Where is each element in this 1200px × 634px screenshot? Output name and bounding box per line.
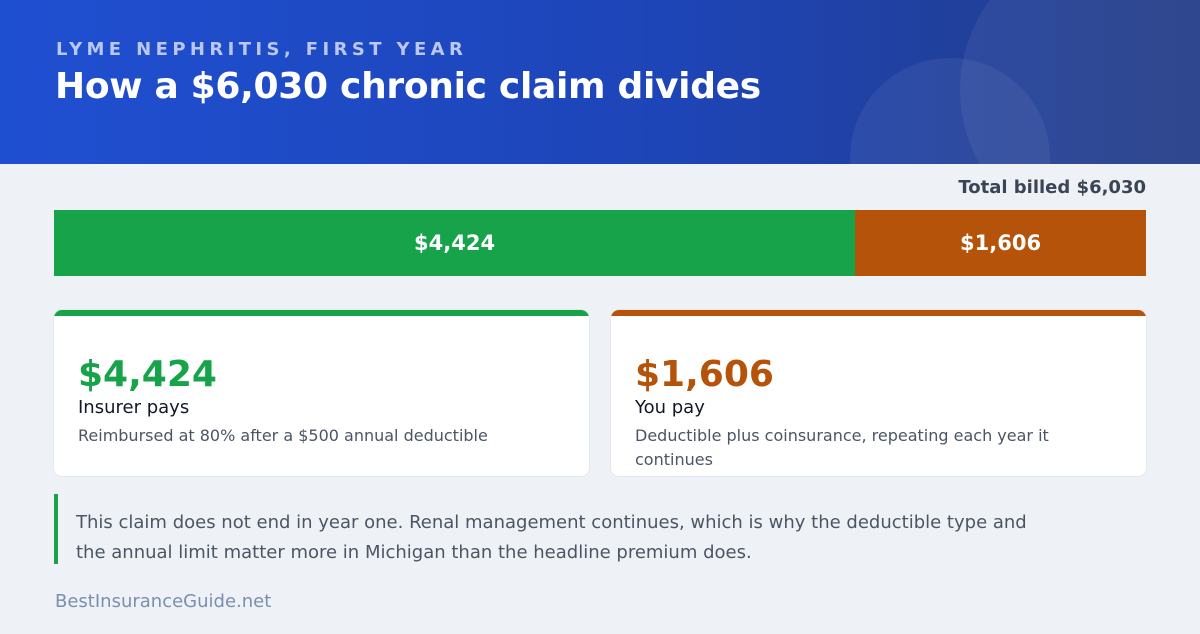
decorative-circle — [960, 0, 1200, 164]
callout-note: This claim does not end in year one. Ren… — [54, 494, 1044, 564]
card-accent-line — [54, 310, 589, 316]
you-pay-card: $1,606 You pay Deductible plus coinsuran… — [611, 310, 1146, 476]
header-banner: LYME NEPHRITIS, FIRST YEAR How a $6,030 … — [0, 0, 1200, 164]
eyebrow-text: LYME NEPHRITIS, FIRST YEAR — [56, 39, 468, 60]
insurer-label: Insurer pays — [78, 397, 190, 418]
you-pay-label: You pay — [635, 397, 705, 418]
site-credit: BestInsuranceGuide.net — [55, 591, 272, 612]
bar-value-label: $4,424 — [414, 231, 496, 255]
insurer-amount: $4,424 — [78, 354, 217, 395]
stacked-bar: $4,424 $1,606 — [54, 210, 1146, 276]
bar-value-label: $1,606 — [960, 231, 1042, 255]
page-title: How a $6,030 chronic claim divides — [55, 66, 761, 107]
you-pay-description: Deductible plus coinsurance, repeating e… — [635, 426, 1049, 469]
total-billed-label: Total billed $6,030 — [958, 177, 1146, 198]
bar-segment-insurer: $4,424 — [54, 210, 856, 276]
card-accent-line — [611, 310, 1146, 316]
you-pay-amount: $1,606 — [635, 354, 774, 395]
insurer-description: Reimbursed at 80% after a $500 annual de… — [78, 426, 488, 445]
insurer-card: $4,424 Insurer pays Reimbursed at 80% af… — [54, 310, 589, 476]
bar-segment-you-pay: $1,606 — [855, 210, 1146, 276]
